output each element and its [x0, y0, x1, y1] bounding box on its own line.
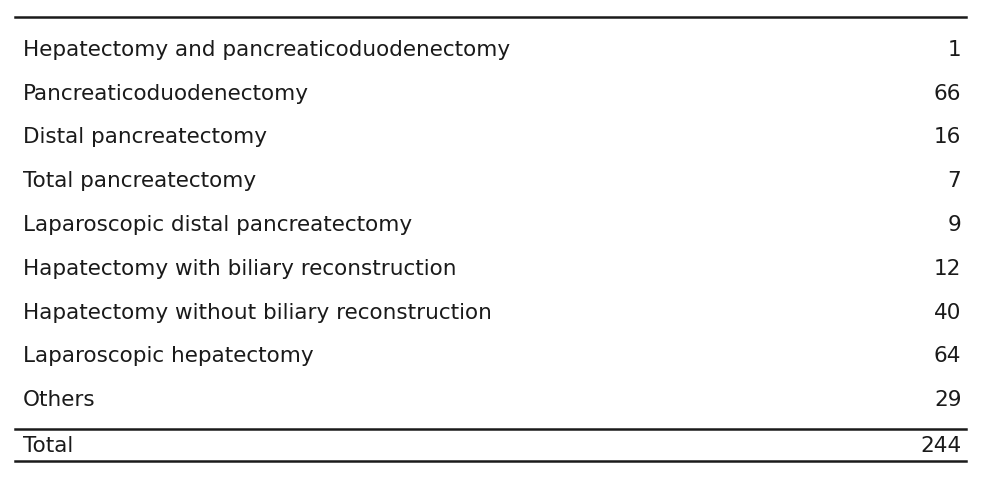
Text: Total pancreatectomy: Total pancreatectomy [23, 171, 256, 191]
Text: 1: 1 [948, 40, 961, 60]
Text: Distal pancreatectomy: Distal pancreatectomy [23, 127, 267, 147]
Text: 9: 9 [948, 215, 961, 235]
Text: 16: 16 [934, 127, 961, 147]
Text: Hepatectomy and pancreaticoduodenectomy: Hepatectomy and pancreaticoduodenectomy [23, 40, 510, 60]
Text: 40: 40 [934, 302, 961, 322]
Text: Hapatectomy with biliary reconstruction: Hapatectomy with biliary reconstruction [23, 258, 456, 278]
Text: Others: Others [23, 389, 95, 409]
Text: Hapatectomy without biliary reconstruction: Hapatectomy without biliary reconstructi… [23, 302, 491, 322]
Text: Laparoscopic hepatectomy: Laparoscopic hepatectomy [23, 346, 313, 366]
Text: 66: 66 [934, 84, 961, 104]
Text: 12: 12 [934, 258, 961, 278]
Text: Pancreaticoduodenectomy: Pancreaticoduodenectomy [23, 84, 309, 104]
Text: 244: 244 [920, 435, 961, 455]
Text: Laparoscopic distal pancreatectomy: Laparoscopic distal pancreatectomy [23, 215, 412, 235]
Text: 64: 64 [934, 346, 961, 366]
Text: Total: Total [23, 435, 73, 455]
Text: 7: 7 [948, 171, 961, 191]
Text: 29: 29 [934, 389, 961, 409]
